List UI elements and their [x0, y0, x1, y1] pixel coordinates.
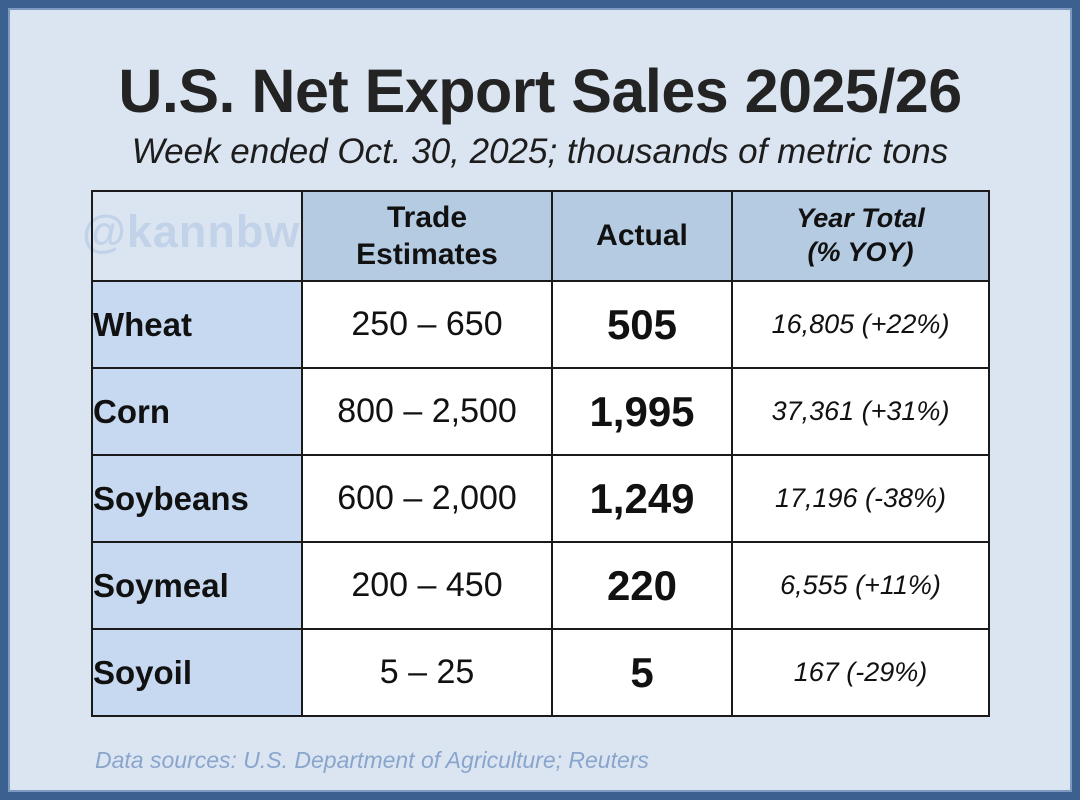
- trade-estimate-value: 5 – 25: [301, 628, 553, 717]
- data-sources-note: Data sources: U.S. Department of Agricul…: [95, 747, 649, 773]
- year-total-value: 37,361 (+31%): [731, 367, 990, 456]
- commodity-label: Corn: [91, 367, 303, 456]
- trade-estimate-value: 200 – 450: [301, 541, 553, 630]
- actual-value: 5: [551, 628, 733, 717]
- commodity-label: Wheat: [91, 280, 303, 369]
- table-row-wheat: Wheat 250 – 650 505 16,805 (+22%): [91, 280, 990, 369]
- export-sales-table: Trade Estimates Actual Year Total (% YOY…: [91, 190, 990, 717]
- table-row-corn: Corn 800 – 2,500 1,995 37,361 (+31%): [91, 367, 990, 456]
- actual-value: 220: [551, 541, 733, 630]
- actual-value: 1,995: [551, 367, 733, 456]
- year-total-value: 167 (-29%): [731, 628, 990, 717]
- page-title: U.S. Net Export Sales 2025/26: [118, 57, 962, 125]
- header-year-total: Year Total (% YOY): [731, 190, 990, 282]
- trade-estimate-value: 250 – 650: [301, 280, 553, 369]
- trade-estimate-value: 600 – 2,000: [301, 454, 553, 543]
- commodity-label: Soyoil: [91, 628, 303, 717]
- actual-value: 1,249: [551, 454, 733, 543]
- year-total-value: 17,196 (-38%): [731, 454, 990, 543]
- header-actual: Actual: [551, 190, 733, 282]
- header-trade-estimates: Trade Estimates: [301, 190, 553, 282]
- table-row-soymeal: Soymeal 200 – 450 220 6,555 (+11%): [91, 541, 990, 630]
- page-subtitle: Week ended Oct. 30, 2025; thousands of m…: [131, 132, 949, 171]
- commodity-label: Soymeal: [91, 541, 303, 630]
- header-spacer-cell: [91, 190, 303, 282]
- year-total-value: 16,805 (+22%): [731, 280, 990, 369]
- commodity-label: Soybeans: [91, 454, 303, 543]
- trade-estimate-value: 800 – 2,500: [301, 367, 553, 456]
- table-row-soyoil: Soyoil 5 – 25 5 167 (-29%): [91, 628, 990, 717]
- actual-value: 505: [551, 280, 733, 369]
- table-row-soybeans: Soybeans 600 – 2,000 1,249 17,196 (-38%): [91, 454, 990, 543]
- table-header-row: Trade Estimates Actual Year Total (% YOY…: [91, 190, 990, 282]
- year-total-value: 6,555 (+11%): [731, 541, 990, 630]
